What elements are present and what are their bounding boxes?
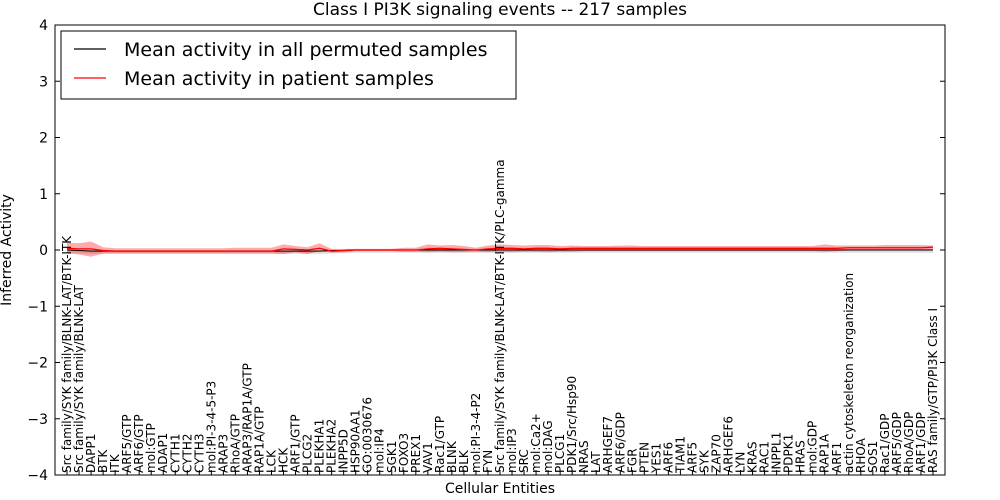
y-tick-label: 4 [39,18,48,34]
x-category-label: RhoA/GDP [902,412,916,473]
y-tick-label: −2 [27,356,48,372]
x-category-label: ARF1 [830,442,844,473]
x-category-label: PLEKHA2 [325,419,339,473]
x-category-label: RHOA [854,437,868,473]
x-category-label: ARHGEF6 [722,416,736,473]
y-tick-label: 2 [39,131,48,147]
x-category-label: actin cytoskeleton reorganization [842,273,856,473]
x-category-label: RAC1 [758,441,772,473]
x-category-label: HRAS [794,440,808,473]
x-category-label: INPPL1 [770,432,784,473]
x-category-label: mol:GTP [144,423,158,473]
legend-box [60,30,517,100]
x-category-label: CYTH1 [168,434,182,474]
y-axis-label: Inferred Activity [0,194,15,306]
x-axis-categories: Src family/SYK family/BLNK-LAT/BTK-ITKSr… [60,159,940,475]
x-category-label: PLCG1 [553,434,567,473]
x-category-label: FYN [481,450,495,473]
x-category-label: SYK [697,449,711,473]
x-category-label: ARF5/GTP [120,414,134,473]
x-category-label: mol:GDP [806,421,820,473]
x-category-label: FGR [625,448,639,473]
x-category-label: ARAP3 [216,434,230,473]
x-category-label: ARF5 [685,442,699,473]
x-category-label: ARF6/GTP [132,414,146,473]
x-category-label: BLNK [445,440,459,473]
x-category-label: VAV1 [421,442,435,473]
legend: Mean activity in all permuted samples Me… [60,30,517,100]
x-category-label: YES1 [649,443,663,474]
x-category-label: ARF1/GDP [914,412,928,473]
x-category-label: HSP90AA1 [349,409,363,473]
x-category-label: Src family/SYK family/BLNK-LAT/BTK-ITK/P… [493,159,507,473]
x-category-label: DAPP1 [84,434,98,473]
y-axis-ticks: 4 3 2 1 0 −1 −2 −3 −4 [27,18,945,484]
x-category-label: mol:PI-3-4-5-P3 [204,381,218,473]
x-category-label: PDK1/Src/Hsp90 [565,376,579,473]
x-category-label: Src family/SYK family/BLNK-LAT [72,284,86,473]
x-category-label: ARHGEF7 [601,416,615,473]
x-category-label: PREX1 [409,434,423,473]
x-category-label: PLEKHA1 [313,419,327,473]
x-category-label: SOS1 [866,441,880,473]
x-category-label: mol:IP4 [373,428,387,473]
x-category-label: ARF6/GDP [613,412,627,473]
x-category-label: ARF6 [661,442,675,473]
x-category-label: Src family/SYK family/BLNK-LAT/BTK-ITK [60,235,74,473]
x-category-label: ARF1/GTP [289,414,303,473]
x-category-label: LYN [734,452,748,473]
x-category-label: mol:PI-3-4-P2 [469,393,483,473]
legend-label-permuted: Mean activity in all permuted samples [124,39,487,61]
x-category-label: SGK1 [385,441,399,473]
x-category-label: CYTH3 [192,434,206,474]
x-category-label: BTK [96,448,110,473]
x-category-label: ARAP3/RAP1A/GTP [240,363,254,473]
plot-frame [54,24,946,476]
x-category-label: RAP1A [818,433,832,473]
x-category-label: TIAM1 [673,436,687,474]
x-category-label: LCK [264,449,278,473]
chart-title: Class I PI3K signaling events -- 217 sam… [313,0,687,20]
x-category-label: mol:DAG [541,420,555,473]
x-category-label: ADAP1 [156,433,170,473]
x-category-label: LAT [589,451,603,473]
x-category-label: ITK [108,453,122,473]
x-category-label: Rac1/GTP [433,416,447,473]
x-category-label: NRAS [577,440,591,473]
x-category-label: SRC [517,449,531,473]
series-line [66,246,934,252]
y-tick-label: −1 [27,299,48,315]
x-axis-label: Cellular Entities [445,481,555,497]
legend-label-patient: Mean activity in patient samples [124,68,434,90]
series-lines [66,246,934,252]
x-category-label: HCK [277,447,291,473]
x-category-label: KRAS [746,441,760,473]
confidence-band [67,241,933,257]
x-category-label: PLCG2 [301,434,315,473]
x-category-label: BLK [457,449,471,473]
x-category-label: RhoA/GTP [228,414,242,473]
x-category-label: mol:Ca2+ [529,413,543,473]
x-category-label: RAS family/GTP/PI3K Class I [926,308,940,473]
y-tick-label: 0 [39,243,48,259]
x-category-label: ARF5/GDP [890,412,904,473]
x-category-label: GO:0030676 [361,397,375,473]
y-tick-label: −3 [27,412,48,428]
x-category-label: Rac1/GDP [878,414,892,473]
x-category-label: PDPK1 [782,434,796,473]
y-tick-label: 1 [39,187,48,203]
x-category-label: INPP5D [337,429,351,473]
y-tick-label: 3 [39,74,48,90]
y-tick-label: −4 [27,468,48,484]
x-category-label: PTEN [637,442,651,473]
x-category-label: FOXO3 [397,433,411,473]
x-category-label: RAP1A/GTP [252,406,266,473]
x-category-label: ZAP70 [709,434,723,473]
x-category-label: CYTH2 [180,434,194,474]
x-category-label: mol:IP3 [505,428,519,473]
